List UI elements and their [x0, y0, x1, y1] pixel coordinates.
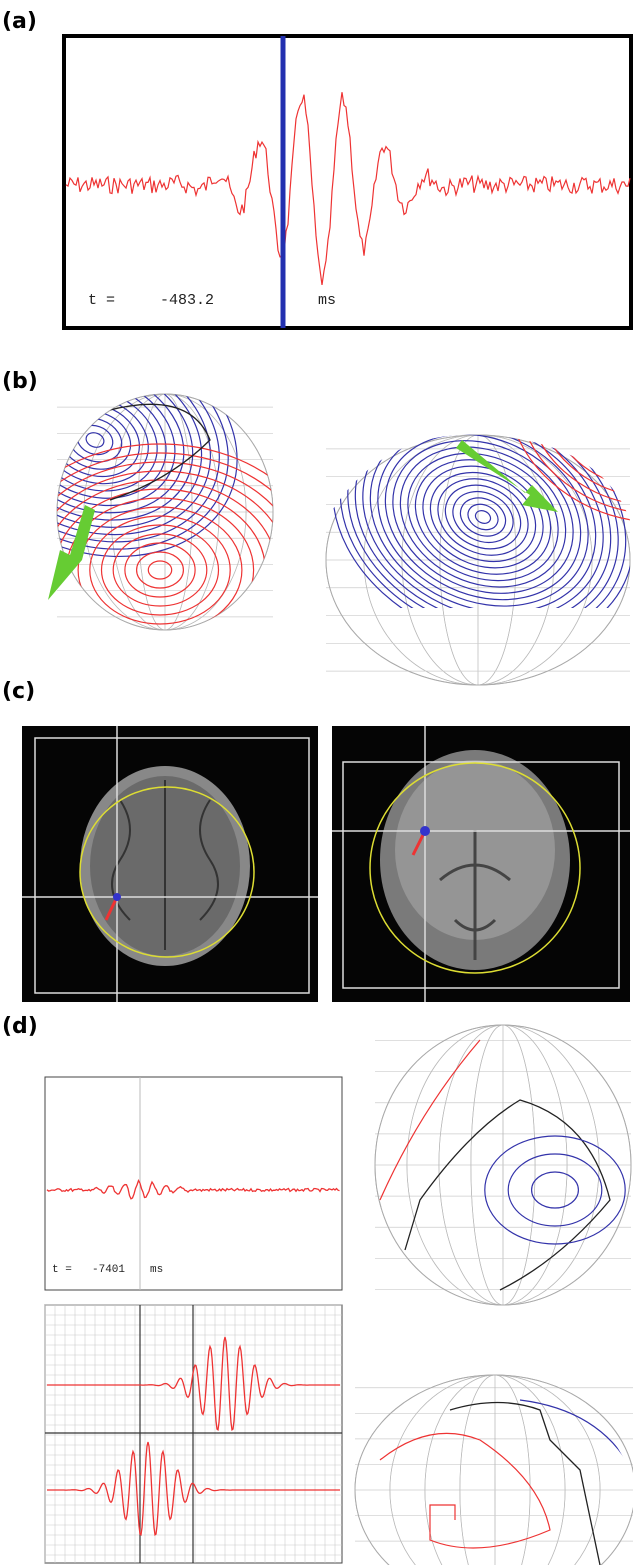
trace-frame [64, 36, 631, 328]
mri-axial [22, 726, 318, 1002]
panel-label: (c) [2, 679, 35, 704]
readout-unit: ms [318, 292, 336, 309]
readout-unit: ms [150, 1264, 163, 1276]
panel-label: (b) [2, 369, 38, 394]
field-map-side [291, 280, 633, 691]
field-map-side [355, 1375, 633, 1565]
readout-value: -7401 [92, 1264, 125, 1276]
panel-label: (d) [2, 1014, 38, 1039]
field-map-top [0, 285, 324, 696]
readout-symbol: t = [88, 292, 115, 309]
panel-label: (a) [2, 9, 37, 34]
mri-coronal [332, 726, 630, 1002]
field-map-top [375, 1025, 631, 1305]
readout-value: -483.2 [160, 292, 214, 309]
figure: (a) t = -483.2 ms (b) (c) (d) t [0, 0, 633, 1565]
trace-frame [45, 1077, 342, 1290]
readout-symbol: t = [52, 1264, 72, 1276]
dipole-arrow [48, 505, 95, 600]
signal-grid [45, 1305, 342, 1563]
